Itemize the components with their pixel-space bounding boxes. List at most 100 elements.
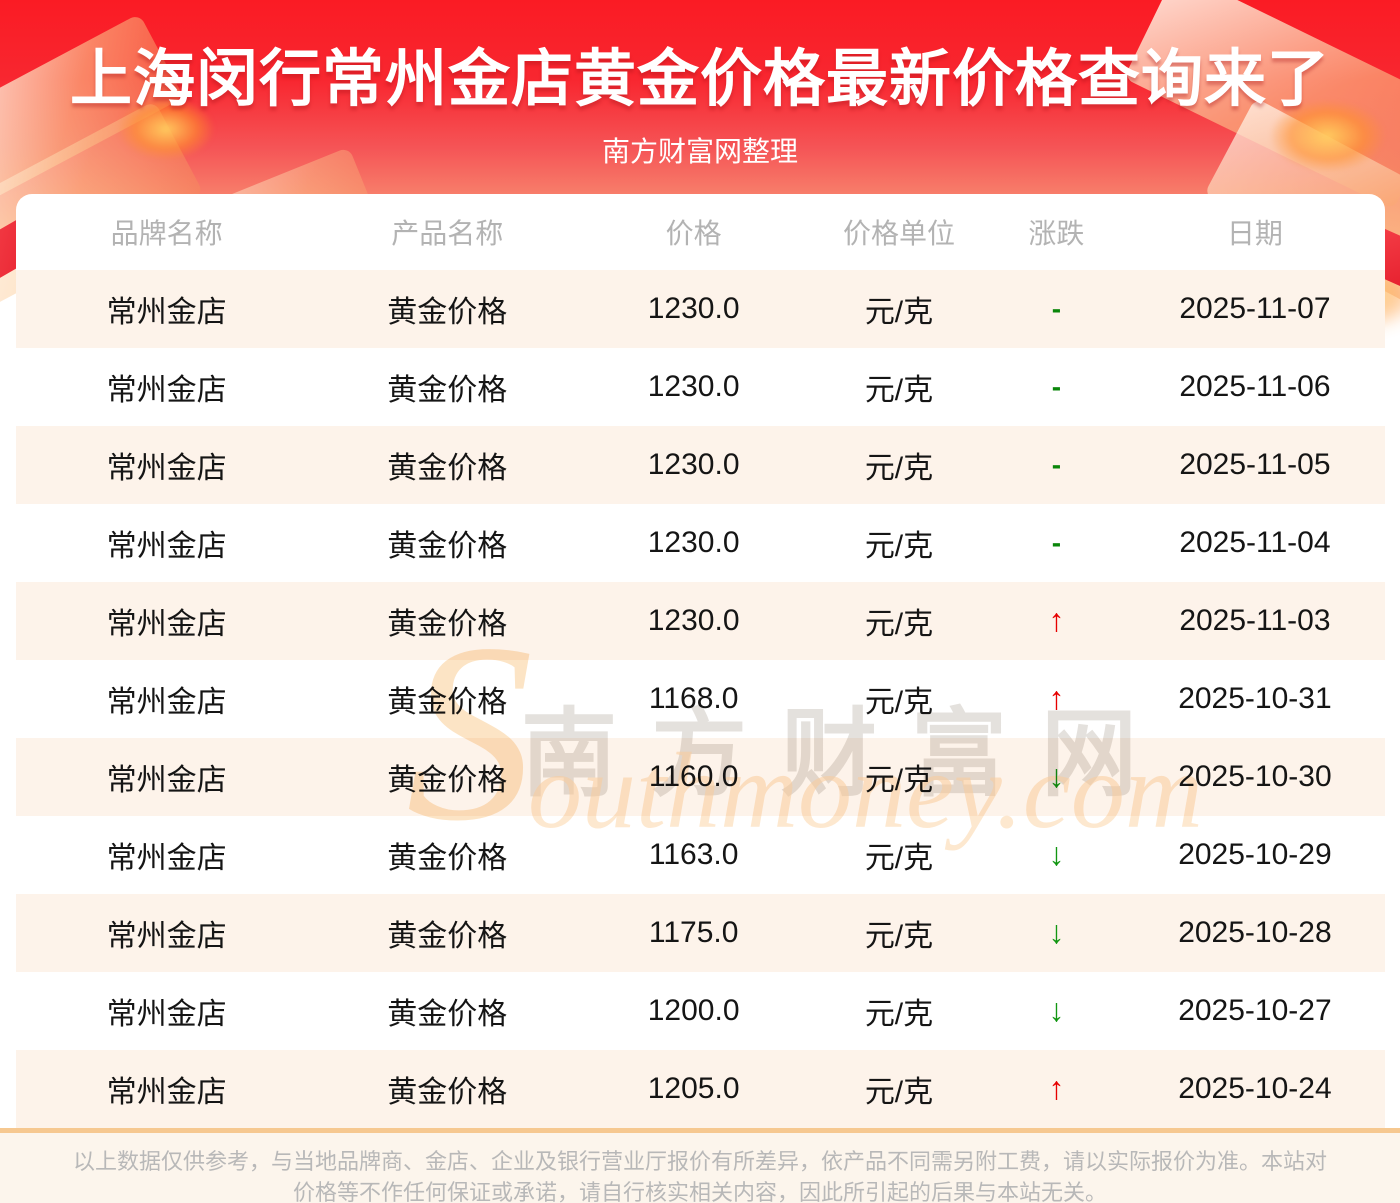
disclaimer-line: 价格等不作任何保证或承诺，请自行核实相关内容，因此所引起的后果与本站无关。 [292, 1180, 1107, 1203]
date-cell: 2025-10-31 [1178, 682, 1332, 715]
unit-cell: 元/克 [864, 296, 934, 329]
col-header-product: 产品名称 [391, 218, 504, 249]
brand-cell: 常州金店 [106, 920, 227, 953]
date-cell: 2025-10-27 [1178, 994, 1332, 1027]
table-row: 常州金店 黄金价格 1160.0 元/克 ↓ 2025-10-30 [16, 738, 1385, 816]
change-indicator-icon: - [1051, 527, 1062, 558]
unit-cell: 元/克 [864, 452, 934, 485]
change-indicator-icon: ↑ [1048, 1069, 1065, 1106]
brand-cell: 常州金店 [106, 998, 227, 1031]
change-indicator-icon: ↓ [1048, 757, 1065, 794]
table-header-row: 品牌名称 产品名称 价格 价格单位 涨跌 日期 [16, 194, 1385, 270]
brand-cell: 常州金店 [106, 842, 227, 875]
change-indicator-icon: ↓ [1048, 835, 1065, 872]
date-cell: 2025-10-28 [1178, 916, 1332, 949]
change-cell: ↓ [988, 738, 1125, 816]
date-cell: 2025-10-29 [1178, 838, 1332, 871]
table-row: 常州金店 黄金价格 1205.0 元/克 ↑ 2025-10-24 [16, 1050, 1385, 1128]
change-cell: ↓ [988, 894, 1125, 972]
price-cell: 1175.0 [648, 916, 739, 949]
unit-cell: 元/克 [864, 764, 934, 797]
col-header-unit: 价格单位 [842, 218, 955, 249]
unit-cell: 元/克 [864, 608, 934, 641]
price-cell: 1168.0 [648, 682, 739, 715]
change-cell: - [988, 426, 1125, 504]
product-cell: 黄金价格 [387, 452, 508, 485]
change-indicator-icon: ↑ [1048, 601, 1065, 638]
price-cell: 1160.0 [648, 760, 739, 793]
product-cell: 黄金价格 [387, 374, 508, 407]
table-row: 常州金店 黄金价格 1168.0 元/克 ↑ 2025-10-31 [16, 660, 1385, 738]
date-cell: 2025-10-30 [1178, 760, 1332, 793]
table-row: 常州金店 黄金价格 1200.0 元/克 ↓ 2025-10-27 [16, 972, 1385, 1050]
col-header-date: 日期 [1226, 218, 1283, 249]
disclaimer-line: 以上数据仅供参考，与当地品牌商、金店、企业及银行营业厅报价有所差异，依产品不同需… [72, 1149, 1327, 1174]
price-cell: 1230.0 [647, 448, 740, 481]
brand-cell: 常州金店 [106, 764, 227, 797]
price-cell: 1230.0 [647, 292, 740, 325]
product-cell: 黄金价格 [387, 296, 508, 329]
brand-cell: 常州金店 [106, 686, 227, 719]
price-table-body: 常州金店 黄金价格 1230.0 元/克 - 2025-11-07 常州金店 黄… [16, 270, 1385, 1128]
page-title: 上海闵行常州金店黄金价格最新价格查询来了 [69, 45, 1330, 114]
change-indicator-icon: ↑ [1048, 679, 1065, 716]
table-row: 常州金店 黄金价格 1163.0 元/克 ↓ 2025-10-29 [16, 816, 1385, 894]
footer-divider [0, 1128, 1400, 1133]
change-cell: - [988, 270, 1125, 348]
change-indicator-icon: - [1051, 293, 1062, 324]
date-cell: 2025-11-07 [1179, 292, 1331, 325]
brand-cell: 常州金店 [106, 452, 227, 485]
change-indicator-icon: ↓ [1048, 991, 1065, 1028]
product-cell: 黄金价格 [387, 530, 508, 563]
table-row: 常州金店 黄金价格 1230.0 元/克 - 2025-11-04 [16, 504, 1385, 582]
unit-cell: 元/克 [864, 374, 934, 407]
price-cell: 1205.0 [647, 1072, 740, 1105]
change-cell: ↑ [988, 1050, 1125, 1128]
price-cell: 1163.0 [648, 838, 739, 871]
price-table-card: 品牌名称 产品名称 价格 价格单位 涨跌 日期 常州金店 黄金价格 1230.0… [16, 194, 1385, 1128]
change-indicator-icon: - [1051, 449, 1062, 480]
unit-cell: 元/克 [864, 842, 934, 875]
unit-cell: 元/克 [864, 920, 934, 953]
product-cell: 黄金价格 [387, 842, 508, 875]
brand-cell: 常州金店 [106, 530, 227, 563]
table-row: 常州金店 黄金价格 1230.0 元/克 - 2025-11-07 [16, 270, 1385, 348]
date-cell: 2025-11-05 [1179, 448, 1331, 481]
unit-cell: 元/克 [864, 686, 934, 719]
brand-cell: 常州金店 [106, 374, 227, 407]
col-header-price: 价格 [665, 218, 722, 249]
unit-cell: 元/克 [864, 998, 934, 1031]
change-indicator-icon: - [1051, 371, 1062, 402]
col-header-change: 涨跌 [1028, 218, 1085, 249]
page-subtitle: 南方财富网整理 [601, 136, 798, 167]
price-cell: 1230.0 [647, 370, 740, 403]
change-cell: ↓ [988, 972, 1125, 1050]
change-cell: ↑ [988, 660, 1125, 738]
disclaimer-footer: 以上数据仅供参考，与当地品牌商、金店、企业及银行营业厅报价有所差异，依产品不同需… [0, 1133, 1400, 1203]
col-header-brand: 品牌名称 [110, 218, 223, 249]
change-indicator-icon: ↓ [1048, 913, 1065, 950]
table-row: 常州金店 黄金价格 1230.0 元/克 - 2025-11-06 [16, 348, 1385, 426]
product-cell: 黄金价格 [387, 920, 508, 953]
price-cell: 1230.0 [647, 526, 740, 559]
product-cell: 黄金价格 [387, 608, 508, 641]
date-cell: 2025-11-06 [1179, 370, 1331, 403]
change-cell: - [988, 504, 1125, 582]
date-cell: 2025-11-03 [1179, 604, 1331, 637]
change-cell: ↑ [988, 582, 1125, 660]
product-cell: 黄金价格 [387, 764, 508, 797]
table-row: 常州金店 黄金价格 1230.0 元/克 - 2025-11-05 [16, 426, 1385, 504]
unit-cell: 元/克 [864, 530, 934, 563]
date-cell: 2025-11-04 [1179, 526, 1331, 559]
brand-cell: 常州金店 [106, 1076, 227, 1109]
brand-cell: 常州金店 [106, 608, 227, 641]
product-cell: 黄金价格 [387, 1076, 508, 1109]
price-cell: 1200.0 [647, 994, 740, 1027]
table-row: 常州金店 黄金价格 1175.0 元/克 ↓ 2025-10-28 [16, 894, 1385, 972]
change-cell: - [988, 348, 1125, 426]
unit-cell: 元/克 [864, 1076, 934, 1109]
product-cell: 黄金价格 [387, 998, 508, 1031]
product-cell: 黄金价格 [387, 686, 508, 719]
price-cell: 1230.0 [647, 604, 740, 637]
